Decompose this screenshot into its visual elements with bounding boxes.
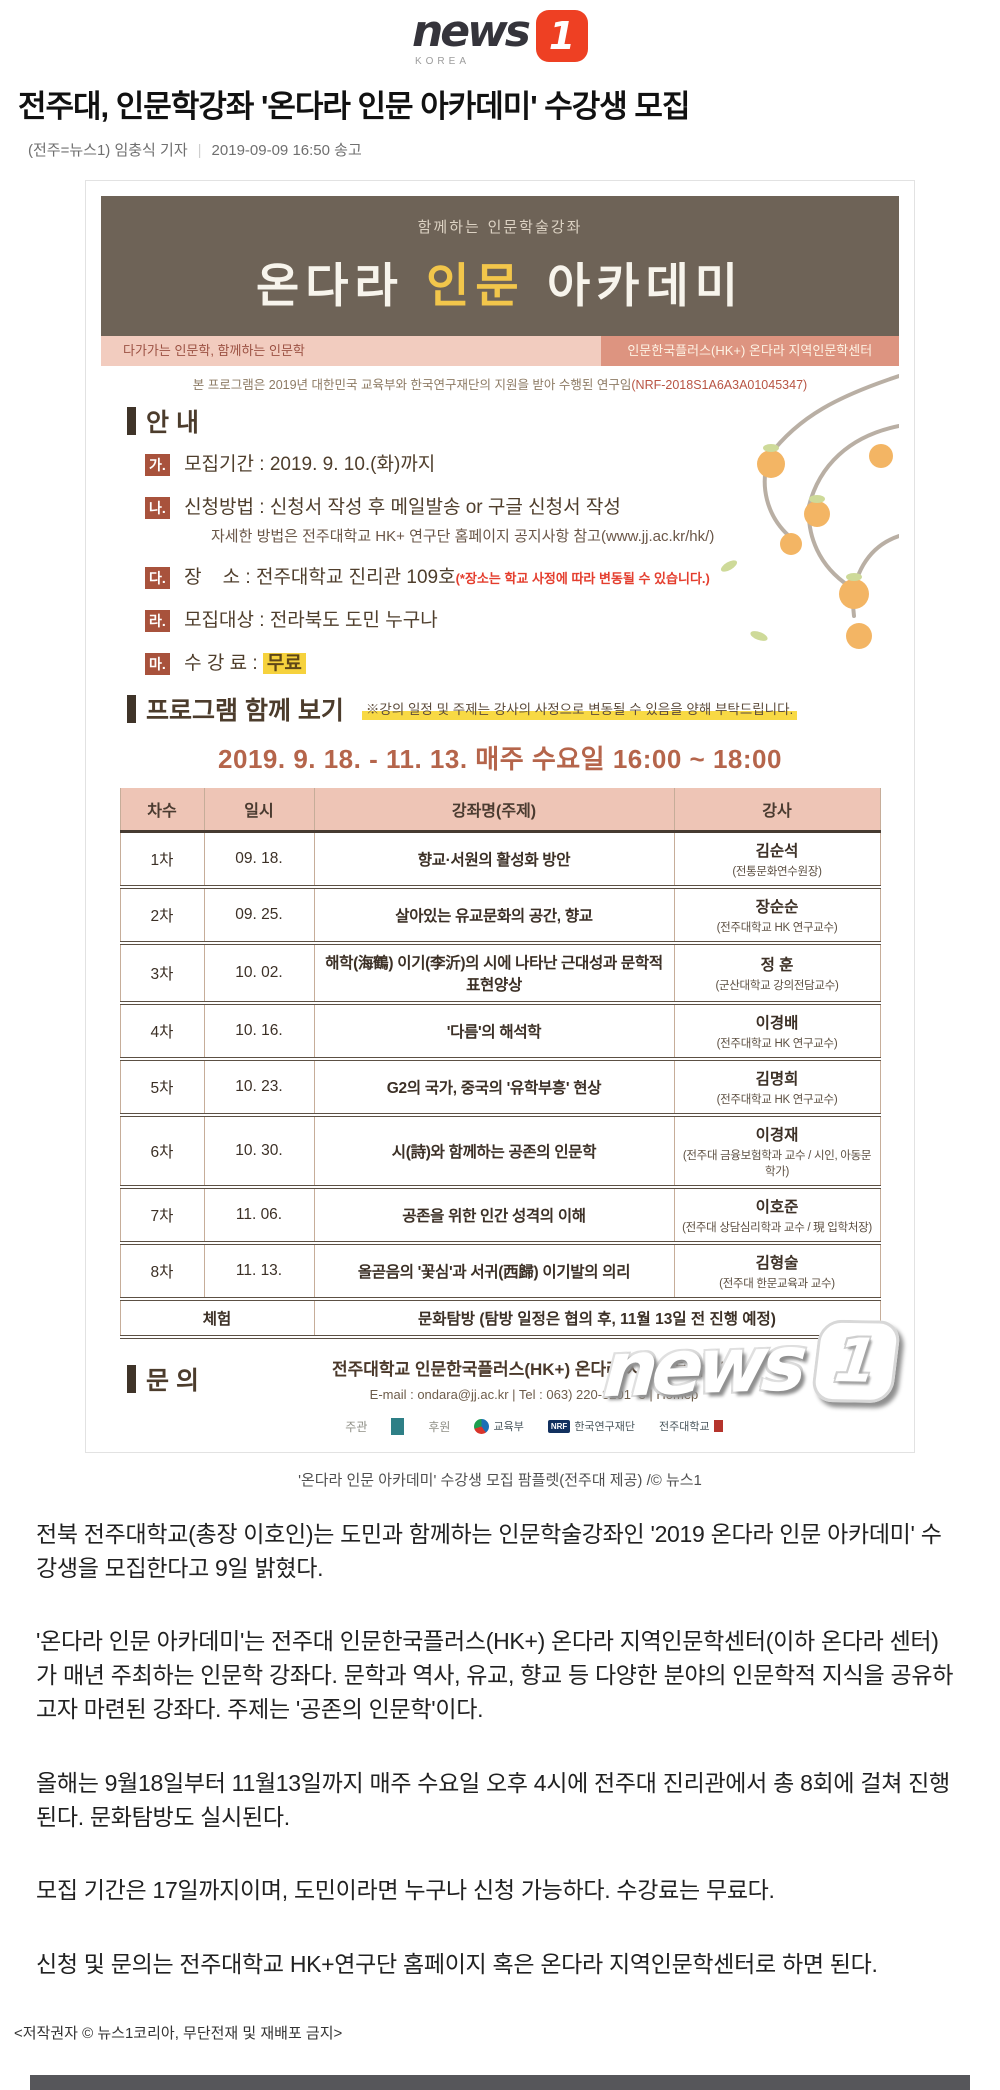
guide-item-place: 다. 장 소 : 전주대학교 진리관 109호(*장소는 학교 사정에 따라 변… xyxy=(145,562,899,589)
program-note: ※강의 일정 및 주제는 강사의 사정으로 변동될 수 있음을 양해 부탁드립니… xyxy=(361,697,798,720)
table-row: 8차 11. 13. 올곧음의 '꽃심'과 서귀(西歸) 이기발의 의리 김형술… xyxy=(119,1242,880,1301)
watermark-badge: 1 xyxy=(810,1318,902,1403)
jju-logo-mark xyxy=(713,1420,723,1433)
paragraph: 신청 및 문의는 전주대학교 HK+연구단 홈페이지 혹은 온다라 지역인문학센… xyxy=(36,1951,878,1978)
news1-logo-korea: KOREA xyxy=(414,56,470,67)
table-row: 1차 09. 18. 향교·서원의 활성화 방안 김순석 (전통문화연수원장) xyxy=(119,831,880,889)
strip-slogan: 다가가는 인문학, 함께하는 인문학 xyxy=(101,335,601,366)
organizer-logo xyxy=(391,1417,405,1435)
copyright-notice: <저작권자 © 뉴스1코리아, 무단전재 및 재배포 금지> xyxy=(14,2024,343,2042)
poster-image: 함께하는 인문학술강좌 온다라 인문 아카데미 다가가는 인문학, 함께하는 인… xyxy=(101,195,902,1435)
funding-note: 본 프로그램은 2019년 대한민국 교육부와 한국연구재단의 지원을 받아 수… xyxy=(192,377,808,392)
strip-center-name: 인문한국플러스(HK+) 온다라 지역인문학센터 xyxy=(600,335,899,366)
nrf-logo: NRF 한국연구재단 xyxy=(547,1418,635,1434)
program-section-heading: 프로그램 함께 보기 ※강의 일정 및 주제는 강사의 사정으로 변동될 수 있… xyxy=(127,691,899,727)
poster-figure[interactable]: 함께하는 인문학술강좌 온다라 인문 아카데미 다가가는 인문학, 함께하는 인… xyxy=(85,179,915,1453)
contact-heading: 문 의 xyxy=(127,1361,199,1397)
table-row: 4차 10. 16. '다름'의 해석학 이경배 (전주대학교 HK 연구교수) xyxy=(119,1002,880,1061)
jju-logo: 전주대학교 xyxy=(659,1418,723,1434)
watermark-text: news xyxy=(600,1317,805,1415)
col-topic: 강좌명(주제) xyxy=(313,787,674,833)
poster-header: 함께하는 인문학술강좌 온다라 인문 아카데미 xyxy=(101,195,899,336)
article-title: 전주대, 인문학강좌 '온다라 인문 아카데미' 수강생 모집 xyxy=(18,89,690,124)
heading-bar xyxy=(127,1364,136,1393)
guide-item-method-detail: 자세한 방법은 전주대학교 HK+ 연구단 홈페이지 공지사항 참고(www.j… xyxy=(211,527,715,545)
organizer-label: 주관 xyxy=(345,1419,368,1434)
byline: (전주=뉴스1) 임충식 기자 | 2019-09-09 16:50 송고 xyxy=(28,141,362,159)
paragraph: 올해는 9월18일부터 11월13일까지 매주 수요일 오후 4시에 전주대 진… xyxy=(36,1769,950,1830)
news1-logo-text: news xyxy=(411,6,531,57)
contact-info: E-mail : ondara@jj.ac.kr | Tel : 063) 22… xyxy=(369,1386,699,1402)
place-warning: (*장소는 학교 사정에 따라 변동될 수 있습니다.) xyxy=(455,570,710,586)
contact-section: 문 의 전주대학교 인문한국플러스(HK+) 온다라 지역인문학센터 E-mai… xyxy=(101,1355,899,1435)
publish-datetime: 2019-09-09 16:50 송고 xyxy=(211,141,362,159)
site-header: news KOREA 1 xyxy=(0,0,1000,82)
poster-title: 온다라 인문 아카데미 xyxy=(256,258,744,314)
guide-item-period: 가. 모집기간 : 2019. 9. 10.(화)까지 xyxy=(145,449,899,476)
news1-watermark: news 1 xyxy=(600,1315,902,1415)
paragraph: 전북 전주대학교(총장 이호인)는 도민과 함께하는 인문학술강좌인 '2019… xyxy=(36,1520,942,1581)
reporter: (전주=뉴스1) 임충식 기자 xyxy=(28,141,188,159)
col-lecturer: 강사 xyxy=(673,787,880,833)
heading-bar xyxy=(127,406,136,435)
bottom-bar xyxy=(30,2074,970,2090)
table-row: 5차 10. 23. G2의 국가, 중국의 '유학부흥' 현상 김명희 (전주대… xyxy=(119,1058,880,1117)
guide-list: 가. 모집기간 : 2019. 9. 10.(화)까지 나. 신청방법 : 신청… xyxy=(145,449,899,675)
image-caption: '온다라 인문 아카데미' 수강생 모집 팜플렛(전주대 제공) /© 뉴스1 xyxy=(298,1471,702,1489)
paragraph: '온다라 인문 아카데미'는 전주대 인문한국플러스(HK+) 온다라 지역인문… xyxy=(36,1628,954,1722)
guide-item-target: 라. 모집대상 : 전라북도 도민 누구나 xyxy=(145,605,899,632)
table-row: 6차 10. 30. 시(詩)와 함께하는 공존의 인문학 이경재 (전주대 금융… xyxy=(119,1114,880,1189)
table-header-row: 차수 일시 강좌명(주제) 강사 xyxy=(119,787,880,833)
table-row: 3차 10. 02. 해학(海鶴) 이기(李沂)의 시에 나타난 근대성과 문학… xyxy=(119,942,880,1005)
guide-section-heading: 안 내 xyxy=(127,403,899,439)
moe-logo: 교육부 xyxy=(474,1418,524,1434)
table-row: 2차 09. 25. 살아있는 유교문화의 공간, 향교 장순순 (전주대학교 H… xyxy=(119,886,880,945)
col-round: 차수 xyxy=(119,787,204,833)
table-row: 7차 11. 06. 공존을 위한 인간 성격의 이해 이호준 (전주대 상담심리… xyxy=(119,1186,880,1245)
nrf-logo-mark: NRF xyxy=(547,1419,571,1433)
schedule-period: 2019. 9. 18. - 11. 13. 매주 수요일 16:00 ~ 18… xyxy=(218,743,782,774)
sponsor-row: 주관 후원 교육부 NRF 한국연구재단 전주대학교 xyxy=(199,1417,869,1435)
poster-subtitle: 함께하는 인문학술강좌 xyxy=(417,217,583,236)
fee-highlight: 무료 xyxy=(262,652,306,674)
news1-logo-wordmark: news KOREA xyxy=(411,6,531,68)
news1-logo[interactable]: news KOREA 1 xyxy=(412,10,588,67)
poster-strip: 다가가는 인문학, 함께하는 인문학 인문한국플러스(HK+) 온다라 지역인문… xyxy=(101,335,899,366)
paragraph: 모집 기간은 17일까지이며, 도민이라면 누구나 신청 가능하다. 수강료는 … xyxy=(36,1877,775,1904)
moe-logo-mark xyxy=(474,1418,490,1434)
heading-bar xyxy=(127,694,136,723)
support-label: 후원 xyxy=(428,1419,451,1434)
table-row-experience: 체험 문화탐방 (탐방 일정은 협의 후, 11월 13일 전 진행 예정) xyxy=(119,1298,880,1339)
organizer-logo-mark xyxy=(391,1417,405,1435)
program-table: 차수 일시 강좌명(주제) 강사 1차 09. 18. 향교·서원의 활성화 방… xyxy=(119,787,881,1339)
article-body: 전북 전주대학교(총장 이호인)는 도민과 함께하는 인문학술강좌인 '2019… xyxy=(36,1518,958,1982)
col-date: 일시 xyxy=(203,787,314,833)
contact-organization: 전주대학교 인문한국플러스(HK+) 온다라 지역인문학센터 xyxy=(331,1359,736,1379)
news1-logo-badge: 1 xyxy=(536,10,588,62)
guide-item-method: 나. 신청방법 : 신청서 작성 후 메일발송 or 구글 신청서 작성 자세한… xyxy=(145,492,899,546)
guide-item-fee: 마. 수 강 료 : 무료 xyxy=(145,648,899,675)
nrf-ref: (NRF-2018S1A6A3A01045347) xyxy=(631,377,808,392)
